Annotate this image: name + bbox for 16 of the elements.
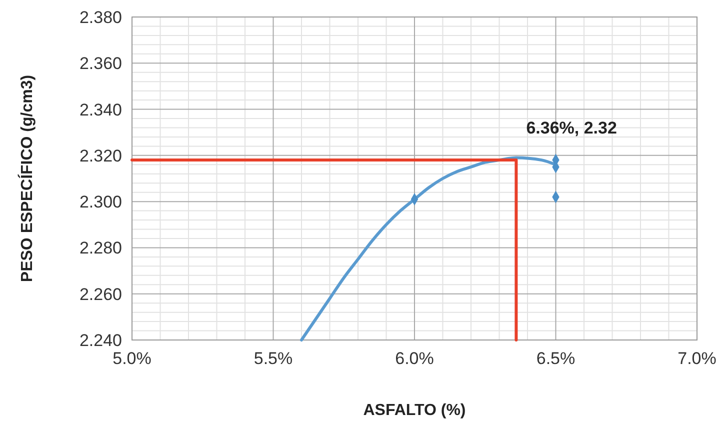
y-tick-label: 2.360 <box>79 54 122 74</box>
x-tick-label: 7.0% <box>678 349 716 368</box>
x-tick-label: 6.5% <box>536 349 576 368</box>
y-tick-label: 2.260 <box>79 284 122 304</box>
y-tick-label: 2.240 <box>79 331 122 350</box>
x-axis-title: ASFALTO (%) <box>363 402 466 419</box>
y-tick-label: 2.300 <box>79 192 122 212</box>
annotation: 6.36%, 2.32 <box>526 118 617 138</box>
y-axis-title: PESO ESPECÍFICO (g/cm3) <box>17 74 36 282</box>
x-tick-label: 5.0% <box>112 349 152 368</box>
x-tick-label: 5.5% <box>254 349 293 368</box>
y-tick-label: 2.340 <box>79 100 122 120</box>
x-tick-label: 6.0% <box>395 349 434 368</box>
y-tick-label: 2.380 <box>79 8 122 27</box>
y-tick-label: 2.320 <box>79 146 122 166</box>
y-tick-label: 2.280 <box>79 238 122 258</box>
